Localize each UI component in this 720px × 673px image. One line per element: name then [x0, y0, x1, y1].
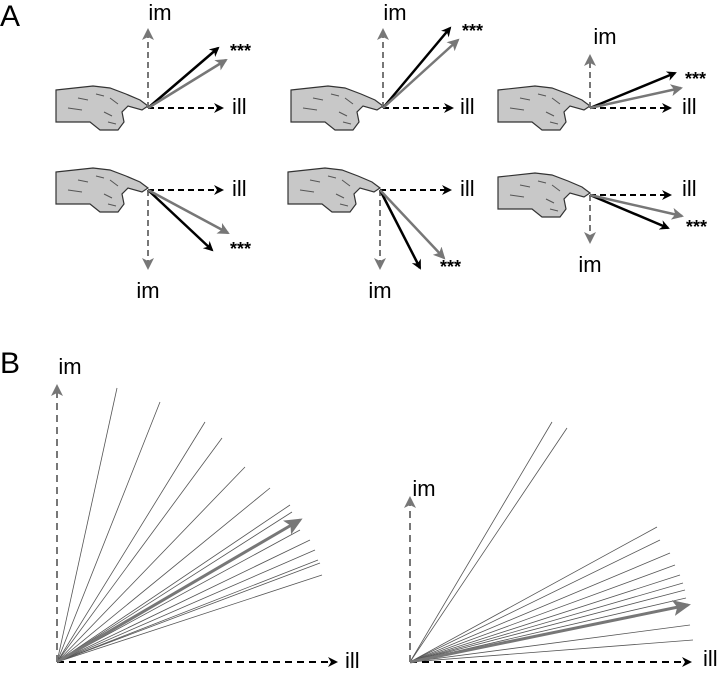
gray-vector: [382, 38, 460, 109]
trial-line: [56, 549, 316, 663]
trial-line: [56, 401, 161, 663]
significance: ***: [230, 41, 251, 61]
im-label: im: [368, 278, 391, 303]
trial-line: [56, 574, 323, 663]
im-label: im: [412, 476, 435, 501]
gray-vector: [147, 188, 230, 235]
trial-line: [409, 624, 691, 663]
significance: ***: [686, 217, 707, 237]
ill-label: ill: [460, 94, 475, 119]
significance: ***: [462, 21, 483, 41]
im-label: im: [136, 278, 159, 303]
gray-vector: [589, 84, 683, 110]
trial-line: [409, 564, 676, 663]
trial-line: [409, 552, 671, 663]
trial-line: [56, 437, 223, 663]
gray-vector: [147, 58, 228, 110]
black-vector: [382, 26, 452, 109]
mean-vector: [56, 518, 303, 664]
ill-label: ill: [345, 648, 360, 673]
trial-line: [409, 427, 568, 663]
ill-label: ill: [682, 176, 697, 201]
im-label: im: [148, 0, 171, 25]
im-label: im: [58, 354, 81, 379]
trial-line: [56, 421, 206, 663]
trial-line: [56, 539, 311, 663]
hand: [55, 167, 149, 213]
trial-line: [56, 559, 319, 663]
black-vector: [378, 189, 422, 270]
panel-label: A: [0, 0, 20, 33]
ill-label: ill: [703, 646, 718, 671]
trial-line: [56, 504, 291, 663]
ill-label: ill: [232, 176, 247, 201]
black-vector: [147, 189, 214, 252]
trial-line: [409, 574, 681, 663]
ill-label: ill: [460, 176, 475, 201]
im-label: im: [383, 0, 406, 25]
ill-label: ill: [682, 94, 697, 119]
hand: [290, 85, 384, 131]
trial-line: [409, 526, 658, 663]
trial-line: [409, 539, 661, 663]
trial-line: [56, 562, 321, 663]
trial-line: [409, 421, 553, 663]
trial-line: [409, 639, 694, 663]
significance: ***: [230, 239, 251, 259]
mean-vector: [409, 600, 691, 664]
trial-line: [409, 582, 684, 663]
significance: ***: [440, 257, 461, 277]
black-vector: [147, 46, 220, 109]
trial-line: [56, 466, 246, 663]
im-label: im: [593, 24, 616, 49]
gray-vector: [589, 193, 684, 220]
black-vector: [589, 71, 677, 110]
hand: [497, 172, 591, 218]
trial-line: [56, 387, 118, 663]
ill-label: ill: [232, 94, 247, 119]
significance: ***: [685, 69, 706, 89]
im-label: im: [578, 252, 601, 277]
trial-line: [56, 487, 271, 663]
panel-label: B: [0, 347, 20, 380]
hand: [287, 167, 381, 213]
trial-line: [409, 589, 686, 663]
hand: [497, 85, 591, 131]
hand: [55, 85, 149, 131]
black-vector: [589, 193, 670, 230]
gray-vector: [379, 189, 446, 260]
trial-line: [56, 511, 293, 663]
